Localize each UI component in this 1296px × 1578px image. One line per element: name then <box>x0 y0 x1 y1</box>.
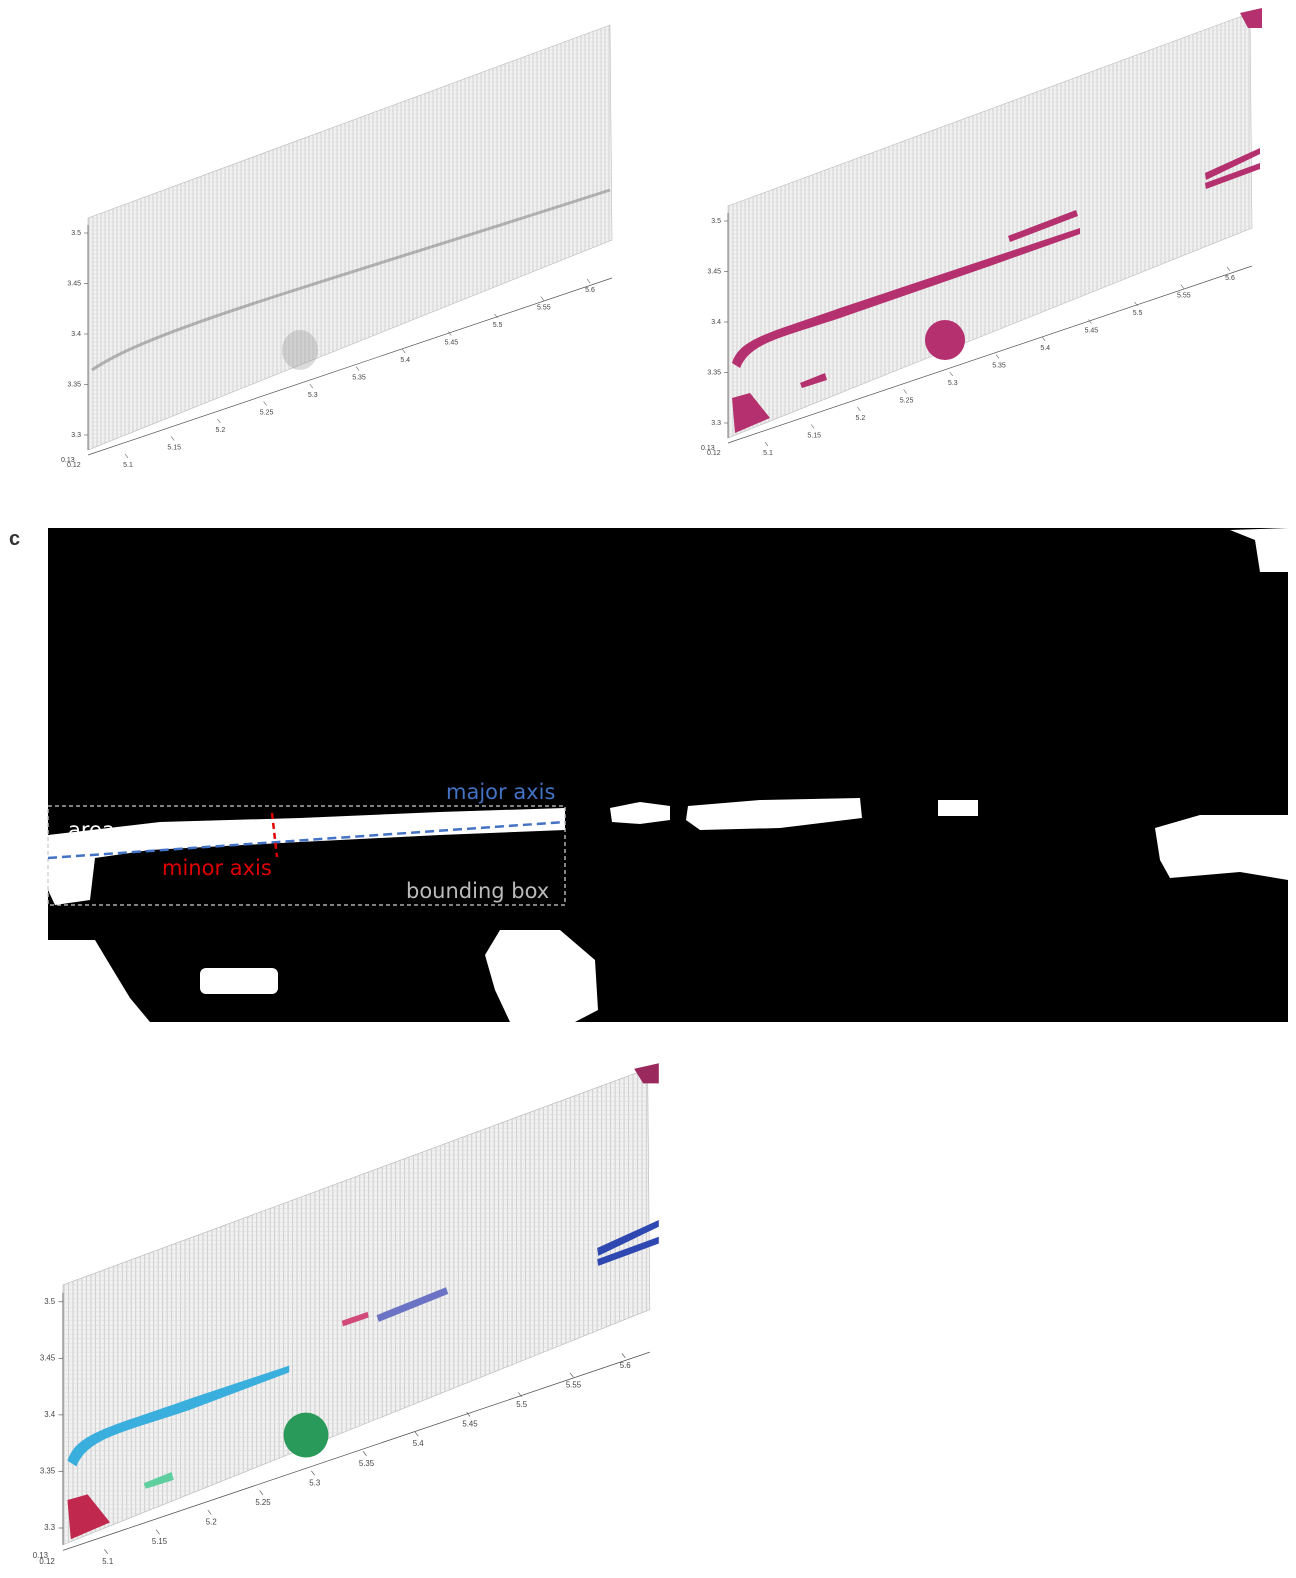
tick-label: 5.6 <box>585 287 595 294</box>
tick-label: 5.2 <box>216 427 226 434</box>
tick-label: 5.5 <box>493 322 503 329</box>
tick-mark <box>402 349 405 353</box>
tick-label: 3.45 <box>40 1354 56 1363</box>
tick-label: 5.15 <box>152 1537 168 1546</box>
tick-label: 3.4 <box>711 319 721 326</box>
tick-label: 5.4 <box>400 357 410 364</box>
tick-label: 5.55 <box>566 1380 582 1389</box>
tick-label: 5.25 <box>900 398 914 405</box>
tick-mark <box>996 355 999 359</box>
tick-mark <box>622 1353 625 1357</box>
tick-label: 5.35 <box>992 363 1006 370</box>
tick-label: 3.5 <box>44 1297 56 1306</box>
point-cloud <box>88 25 612 450</box>
tick-label: 3.3 <box>71 432 81 439</box>
tick-label: 5.35 <box>359 1459 375 1468</box>
bounding-box-label: bounding box <box>406 879 549 903</box>
tick-label: 5.6 <box>620 1361 632 1370</box>
major-axis-label: major axis <box>446 780 555 804</box>
tick-label: 3.35 <box>707 370 721 377</box>
tick-mark <box>1227 267 1230 271</box>
tick-label: 0.12 <box>39 1557 54 1566</box>
figure: 3.3 3.35 3.4 3.45 3.5 5.1 5.15 5.2 5.25 5.3 5.35 5.… <box>0 0 1296 1578</box>
tick-mark <box>171 437 174 441</box>
tick-mark <box>311 1471 314 1475</box>
tick-label: 0.12 <box>707 450 721 457</box>
minor-axis-label: minor axis <box>162 856 272 880</box>
tick-label: 5.15 <box>167 445 181 452</box>
tick-label: 5.55 <box>537 305 551 312</box>
tick-mark <box>363 1451 366 1455</box>
tick-mark <box>208 1510 211 1514</box>
tick-label: 5.4 <box>413 1439 425 1448</box>
tick-mark <box>857 407 860 411</box>
tick-mark <box>765 442 768 446</box>
binary-image <box>48 528 1288 1022</box>
tick-mark <box>570 1373 573 1377</box>
tick-mark <box>541 297 544 301</box>
tick-label: 5.25 <box>260 410 274 417</box>
tick-label: 5.1 <box>102 1557 113 1566</box>
tick-label: 5.1 <box>123 462 133 469</box>
tick-label: 3.5 <box>71 230 81 237</box>
tick-label: 5.1 <box>763 450 773 457</box>
tick-mark <box>415 1432 418 1436</box>
tick-label: 5.3 <box>948 380 958 387</box>
tick-mark <box>264 402 267 406</box>
tick-label: 3.35 <box>67 382 81 389</box>
panel-c: c major axis area minor axis bounding bo… <box>9 528 1288 1022</box>
tick-mark <box>904 390 907 394</box>
tick-label: 5.3 <box>309 1478 321 1487</box>
plot-a: 3.3 3.35 3.4 3.45 3.5 5.1 5.15 5.2 5.25 5.3 5.35 5.… <box>61 25 612 469</box>
tick-label: 5.2 <box>856 415 866 422</box>
tick-label: 5.2 <box>206 1518 217 1527</box>
tick-mark <box>1181 285 1184 289</box>
tick-mark <box>217 419 220 423</box>
tick-label: 5.4 <box>1040 345 1050 352</box>
tick-label: 5.3 <box>308 392 318 399</box>
tick-mark <box>356 367 359 371</box>
tick-mark <box>811 425 814 429</box>
tick-mark <box>104 1549 107 1553</box>
tick-label: 3.4 <box>44 1410 56 1419</box>
point-cloud <box>63 1069 650 1545</box>
cluster <box>284 1413 329 1458</box>
tick-label: 5.15 <box>807 433 821 440</box>
tick-label: 5.5 <box>1133 310 1143 317</box>
tick-label: 5.25 <box>255 1498 271 1507</box>
tick-label: 5.45 <box>1085 328 1099 335</box>
tick-label: 5.55 <box>1177 293 1191 300</box>
tick-label: 3.45 <box>707 269 721 276</box>
tick-label: 5.6 <box>1225 275 1235 282</box>
tick-label: 3.3 <box>44 1523 56 1532</box>
point-cloud <box>728 13 1252 438</box>
tick-label: 3.4 <box>71 331 81 338</box>
tick-mark <box>587 279 590 283</box>
tick-mark <box>950 372 953 376</box>
tick-label: 0.12 <box>67 462 81 469</box>
tick-label: 5.45 <box>445 340 459 347</box>
tick-mark <box>310 384 313 388</box>
panel-label: c <box>9 528 20 550</box>
tick-label: 5.35 <box>352 375 366 382</box>
tick-label: 3.35 <box>40 1467 56 1476</box>
tick-label: 5.5 <box>516 1400 528 1409</box>
plot-d: 3.3 3.35 3.4 3.45 3.5 5.1 5.15 5.2 5.25 5.3 5.35 5.… <box>33 1063 659 1566</box>
tick-label: 3.45 <box>67 281 81 288</box>
tick-mark <box>156 1530 159 1534</box>
tick-label: 5.45 <box>462 1420 478 1429</box>
pothole-shadow <box>282 330 318 370</box>
tick-mark <box>260 1490 263 1494</box>
tick-label: 3.5 <box>711 218 721 225</box>
tick-label: 3.3 <box>711 420 721 427</box>
tick-mark <box>125 454 128 458</box>
plot-b: 3.3 3.35 3.4 3.45 3.5 5.1 5.15 5.2 5.25 5.3 5.35 5.… <box>701 8 1262 457</box>
area-label: area <box>68 818 115 842</box>
tick-mark <box>1042 337 1045 341</box>
